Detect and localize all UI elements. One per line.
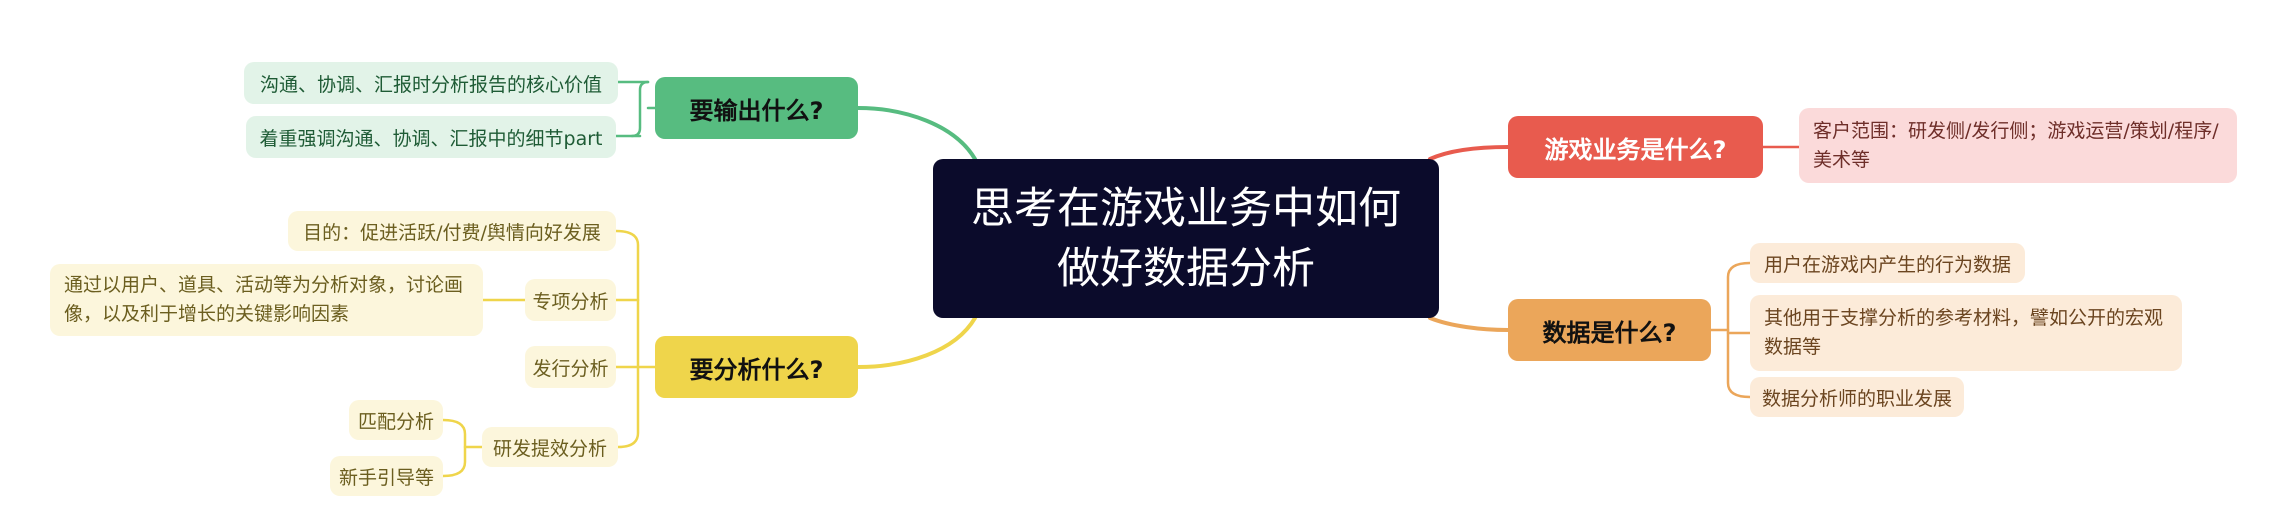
central-topic[interactable]: 思考在游戏业务中如何 做好数据分析 <box>933 159 1439 318</box>
data-item-career[interactable]: 数据分析师的职业发展 <box>1750 377 1964 417</box>
analyze-publish-label: 发行分析 <box>532 357 609 380</box>
business-detail-text: 客户范围：研发侧/发行侧；游戏运营/策划/程序/美术等 <box>1813 119 2219 171</box>
analyze-dev-label: 研发提效分析 <box>492 437 607 460</box>
link-business <box>1428 145 1510 161</box>
data-item-behavior[interactable]: 用户在游戏内产生的行为数据 <box>1750 243 2025 283</box>
analyze-dev-tutorial[interactable]: 新手引导等 <box>330 456 443 496</box>
analyze-dev[interactable]: 研发提效分析 <box>482 427 618 467</box>
analyze-special-label: 专项分析 <box>532 290 609 313</box>
output-item-core-value[interactable]: 沟通、协调、汇报时分析报告的核心价值 <box>244 62 618 104</box>
central-topic-line2: 做好数据分析 <box>1057 243 1315 294</box>
branch-analyze[interactable]: 要分析什么? <box>655 336 858 398</box>
link-output <box>856 106 977 161</box>
branch-data-label: 数据是什么? <box>1542 318 1677 347</box>
branch-business[interactable]: 游戏业务是什么? <box>1508 116 1763 178</box>
data-item-reference-text: 其他用于支撑分析的参考材料，譬如公开的宏观数据等 <box>1764 307 2164 358</box>
analyze-purpose-label: 目的：促进活跃/付费/舆情向好发展 <box>303 221 601 244</box>
data-item-behavior-label: 用户在游戏内产生的行为数据 <box>1764 253 2012 276</box>
branch-output-label: 要输出什么? <box>689 96 824 125</box>
branch-data[interactable]: 数据是什么? <box>1508 299 1711 361</box>
business-detail[interactable]: 客户范围：研发侧/发行侧；游戏运营/策划/程序/美术等 <box>1799 108 2237 183</box>
data-item-career-label: 数据分析师的职业发展 <box>1762 387 1953 410</box>
branch-output[interactable]: 要输出什么? <box>655 77 858 139</box>
branch-business-label: 游戏业务是什么? <box>1544 135 1727 164</box>
analyze-special[interactable]: 专项分析 <box>525 279 616 321</box>
output-item-core-value-label: 沟通、协调、汇报时分析报告的核心价值 <box>259 73 602 96</box>
link-data <box>1428 316 1510 332</box>
analyze-special-detail[interactable]: 通过以用户、道具、活动等为分析对象，讨论画像，以及利于增长的关键影响因素 <box>50 264 483 336</box>
branch-analyze-label: 要分析什么? <box>689 355 824 384</box>
analyze-special-detail-text: 通过以用户、道具、活动等为分析对象，讨论画像，以及利于增长的关键影响因素 <box>64 274 464 325</box>
analyze-dev-tutorial-label: 新手引导等 <box>338 466 434 489</box>
link-analyze <box>856 316 977 369</box>
analyze-dev-match[interactable]: 匹配分析 <box>349 400 443 440</box>
data-item-reference[interactable]: 其他用于支撑分析的参考材料，譬如公开的宏观数据等 <box>1750 295 2182 371</box>
analyze-dev-match-label: 匹配分析 <box>357 410 434 433</box>
output-item-details-label: 着重强调沟通、协调、汇报中的细节part <box>259 127 603 150</box>
analyze-purpose[interactable]: 目的：促进活跃/付费/舆情向好发展 <box>288 211 616 251</box>
analyze-publish[interactable]: 发行分析 <box>525 346 616 388</box>
central-topic-line1: 思考在游戏业务中如何 <box>971 183 1401 234</box>
output-item-details[interactable]: 着重强调沟通、协调、汇报中的细节part <box>246 116 616 158</box>
